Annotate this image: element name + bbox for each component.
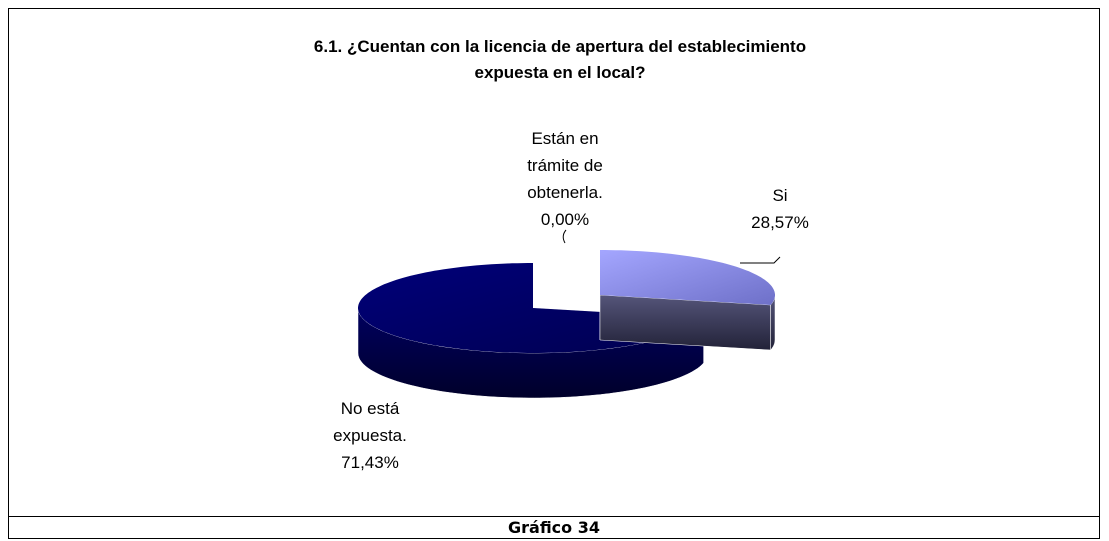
leader-line — [562, 229, 567, 244]
caption: Gráfico 34 — [508, 518, 600, 537]
frame — [8, 8, 1100, 539]
chart-title: 6.1. ¿Cuentan con la licencia de apertur… — [313, 37, 807, 82]
value-label: 0,00% — [540, 210, 590, 229]
slice-top — [600, 250, 775, 305]
data-label: Están en trámite de obtenerla. 0,00% — [515, 125, 615, 233]
slice-side — [770, 294, 776, 351]
category-label: Si — [772, 186, 788, 205]
value-label: 28,57% — [751, 213, 809, 232]
category-label: No está expuesta. — [333, 399, 407, 445]
pie-slice — [599, 250, 776, 351]
value-label: 71,43% — [341, 453, 399, 472]
leader-line — [740, 256, 781, 264]
category-label: Están en trámite de obtenerla. — [527, 129, 603, 202]
data-label: Si 28,57% — [720, 182, 840, 236]
caption-divider — [8, 516, 1100, 517]
data-label: No está expuesta. 71,43% — [315, 395, 425, 476]
